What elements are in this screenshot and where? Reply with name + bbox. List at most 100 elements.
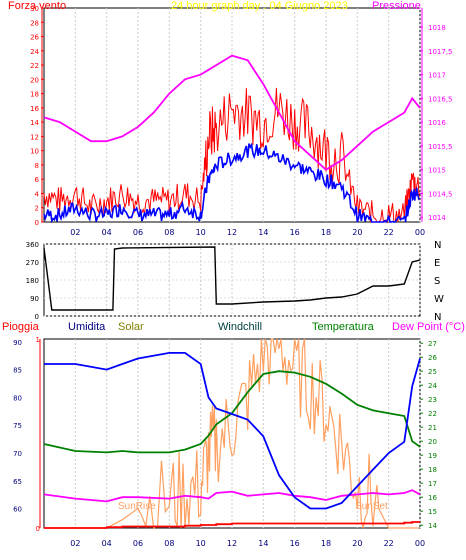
panel1-x-tick: 16	[290, 228, 300, 237]
panel3-x-tick: 10	[196, 539, 206, 548]
panel3-y-left-tick: 65	[13, 478, 22, 486]
panel3-y-right-tick: 17	[428, 480, 437, 488]
panel3-y-right-tick: 27	[428, 340, 437, 348]
panel2-y-tick: 0	[35, 313, 39, 321]
panel1-y-right-tick: 1014,5	[428, 190, 453, 198]
pressure-line	[43, 54, 421, 171]
panel3-y-right-tick: 18	[428, 466, 437, 474]
panel3-y-right-tick: 21	[428, 424, 437, 432]
panel1-y-left-tick: 8	[35, 162, 39, 170]
panel3-y-left-tick: 60	[13, 506, 22, 514]
panel1-x-tick: 06	[133, 228, 143, 237]
rain-label: Pioggia	[2, 321, 39, 333]
panel1-x-tick: 20	[352, 228, 362, 237]
panel1-x-tick: 10	[196, 228, 206, 237]
solar-label: Solar	[118, 321, 144, 333]
panel3-x-tick: 02	[70, 539, 80, 548]
panel1-y-left-tick: 12	[30, 133, 39, 141]
panel3-y-left-tick: 80	[13, 394, 22, 402]
panel3-y-left-tick: 70	[13, 450, 22, 458]
panel3-y-right-tick: 23	[428, 396, 437, 404]
panel3-x-tick: 08	[164, 539, 174, 548]
panel1-y-left-tick: 6	[35, 176, 40, 184]
panel3-x-tick: 12	[227, 539, 237, 548]
temperature-line	[43, 370, 421, 454]
panel1-y-left-tick: 20	[30, 76, 39, 84]
sunrise-annotation: SunRise	[118, 501, 156, 512]
panel3-y-right-tick: 20	[428, 438, 437, 446]
panel3-x-tick: 14	[258, 539, 268, 548]
panel1-y-right-tick: 1017,5	[428, 48, 453, 56]
panel3-y-right-tick: 15	[428, 508, 437, 516]
panel2-compass-tick: N	[434, 312, 441, 323]
panel2-compass-tick: W	[434, 294, 444, 305]
panel2-y-tick: 360	[26, 241, 39, 249]
panel1-x-tick: 04	[102, 228, 112, 237]
panel1-y-right-tick: 1015	[428, 167, 446, 175]
panel1-y-right-tick: 1017	[428, 72, 446, 80]
panel3-y-right-tick: 26	[428, 354, 437, 362]
humidity-line	[44, 351, 421, 510]
panel3-y-right-tick: 24	[428, 382, 437, 390]
panel3-y-right-tick: 25	[428, 368, 437, 376]
solar-line	[44, 338, 419, 529]
wind-direction-line	[43, 246, 421, 311]
panel1-y-left-tick: 24	[30, 48, 39, 56]
panel2-y-tick: 270	[26, 259, 39, 267]
panel1-y-right-tick: 1016,5	[428, 95, 453, 103]
panel3-y-left-tick: 85	[13, 367, 22, 375]
panel1-y-left-tick: 10	[30, 148, 39, 156]
panel1-x-tick: 12	[227, 228, 237, 237]
panel3-rain-tick: 0	[36, 525, 40, 533]
panel1-x-tick: 18	[321, 228, 331, 237]
panel1-x-tick: 14	[258, 228, 268, 237]
dewpoint-line	[43, 489, 421, 503]
panel1-x-tick: 02	[70, 228, 80, 237]
temperature-label: Temperatura	[312, 321, 374, 333]
panel1-y-left-tick: 2	[35, 205, 39, 213]
pressure-title: Pressione	[372, 0, 421, 12]
panel1-y-left-tick: 0	[35, 219, 39, 227]
panel1-y-left-tick: 16	[30, 105, 39, 113]
panel1-y-right-tick: 1015,5	[428, 143, 453, 151]
windchill-label: Windchill	[218, 321, 263, 333]
rain-line	[44, 521, 420, 529]
panel1-y-left-tick: 22	[30, 62, 39, 70]
panel3-y-right-tick: 19	[428, 452, 437, 460]
panel1-x-tick: 00	[415, 228, 425, 237]
panel1-x-tick: 08	[164, 228, 174, 237]
panel3-y-right-tick: 22	[428, 410, 437, 418]
panel3-y-left-tick: 75	[13, 422, 22, 430]
panel3-x-tick: 22	[384, 539, 394, 548]
panel3-y-right-tick: 16	[428, 494, 437, 502]
panel1-y-left-tick: 30	[30, 5, 39, 13]
panel3-x-tick: 20	[352, 539, 362, 548]
panel2-y-tick: 180	[26, 277, 39, 285]
panel3-x-tick: 04	[102, 539, 112, 548]
wind-title: Forza vento	[8, 0, 67, 12]
panel1-frame	[43, 7, 421, 223]
panel2-compass-tick: N	[434, 240, 441, 251]
panel2-compass-tick: E	[434, 258, 440, 269]
chart-title: 24 hour graph day : 04 Giugno 2023	[171, 0, 348, 12]
panel2-compass-tick: S	[434, 276, 440, 287]
panel3-x-tick: 00	[415, 539, 425, 548]
dewpoint-label: Dew Point (°C)	[392, 321, 465, 333]
wind-avg-line	[43, 142, 420, 224]
wind-gust-line	[43, 87, 420, 224]
panel3-y-left-tick: 90	[13, 339, 22, 347]
panel1-y-left-tick: 26	[30, 34, 39, 42]
panel1-y-right-tick: 1016	[428, 119, 446, 127]
panel1-y-left-tick: 14	[30, 119, 39, 127]
panel2-y-tick: 90	[30, 295, 39, 303]
panel1-x-tick: 22	[384, 228, 394, 237]
panel1-y-left-tick: 18	[30, 91, 39, 99]
panel3-x-tick: 18	[321, 539, 331, 548]
panel3-rain-tick: 1	[36, 336, 40, 344]
panel3-x-tick: 06	[133, 539, 143, 548]
panel1-y-right-tick: 1014	[428, 214, 446, 222]
panel3-x-tick: 16	[290, 539, 300, 548]
panel1-y-right-tick: 1018	[428, 24, 446, 32]
